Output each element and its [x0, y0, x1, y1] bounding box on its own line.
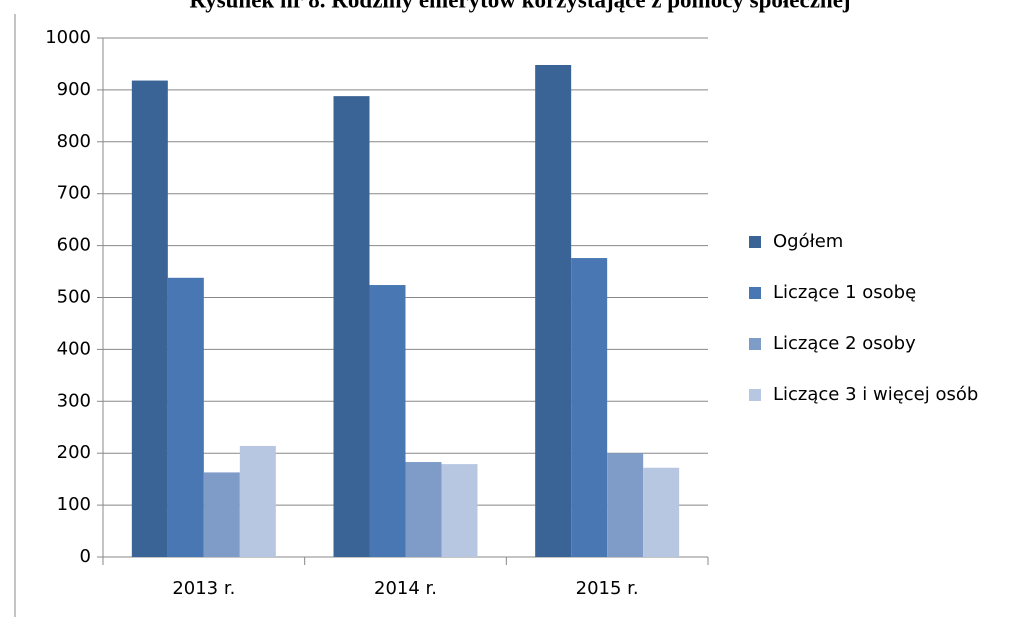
bar [167, 277, 204, 557]
y-tick-label: 200 [57, 442, 91, 463]
legend-label: Ogółem [773, 231, 843, 252]
x-tick-label: 2014 r. [374, 578, 437, 599]
chart-title: Rysunek nr 8. Rodziny emerytów korzystaj… [189, 0, 850, 12]
legend-swatch [749, 338, 761, 350]
bar [643, 467, 680, 557]
x-tick-label: 2013 r. [172, 578, 235, 599]
legend-label: Liczące 1 osobę [773, 282, 916, 303]
y-tick-label: 300 [57, 390, 91, 411]
legend-swatch [749, 389, 761, 401]
bar [203, 472, 240, 557]
bar [535, 64, 572, 557]
bar [405, 462, 442, 557]
y-tick-label: 1000 [45, 27, 91, 48]
x-tick-label: 2015 r. [576, 578, 639, 599]
bar [131, 80, 168, 558]
legend-label: Liczące 2 osoby [773, 333, 916, 354]
bar [239, 445, 276, 557]
legend-label: Liczące 3 i więcej osób [773, 384, 978, 405]
y-tick-label: 0 [80, 546, 91, 567]
y-tick-label: 100 [57, 494, 91, 515]
bar [369, 285, 406, 557]
legend-swatch [749, 236, 761, 248]
bar [333, 96, 370, 558]
bar [571, 258, 608, 557]
bar [607, 453, 644, 557]
y-tick-label: 500 [57, 287, 91, 308]
legend-swatch [749, 287, 761, 299]
bar [441, 464, 478, 557]
y-tick-label: 800 [57, 131, 91, 152]
y-tick-label: 900 [57, 79, 91, 100]
y-tick-label: 600 [57, 235, 91, 256]
y-tick-label: 700 [57, 183, 91, 204]
y-tick-label: 400 [57, 338, 91, 359]
